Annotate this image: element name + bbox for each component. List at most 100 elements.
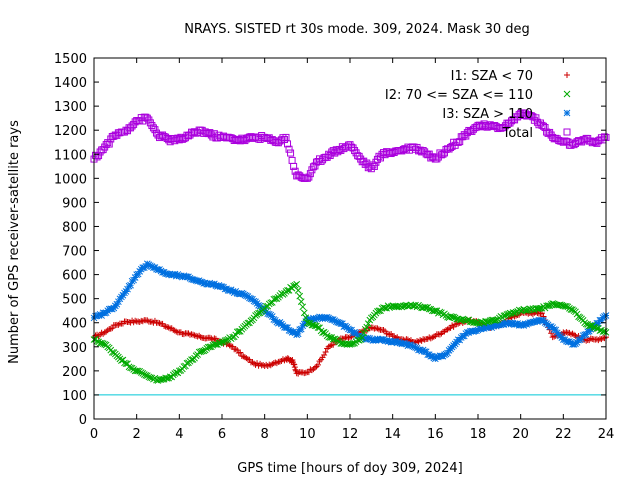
y-tick-label: 900 (62, 196, 87, 211)
data-point-interp (305, 319, 313, 327)
data-point-interp (349, 340, 357, 347)
x-tick-label: 6 (218, 427, 226, 442)
data-point-interp (285, 326, 293, 334)
data-point-interp (255, 301, 262, 309)
y-tick-label: 300 (62, 341, 87, 356)
data-point-interp (246, 294, 253, 302)
data-point-interp (311, 322, 319, 330)
data-point-interp (300, 320, 308, 328)
data-point (421, 303, 429, 311)
data-point (229, 333, 237, 341)
data-point-interp (598, 316, 605, 324)
data-point-interp (148, 318, 155, 325)
data-point-interp (352, 329, 360, 337)
data-point-interp (332, 318, 340, 326)
data-point-interp (130, 276, 137, 284)
series-layer (90, 109, 610, 384)
data-point-interp (93, 312, 101, 320)
data-point-interp (183, 359, 191, 367)
data-point-interp (563, 302, 570, 310)
data-point-interp (264, 310, 272, 318)
data-point-interp (266, 361, 273, 368)
series-i2 (90, 280, 610, 384)
x-tick-label: 10 (299, 427, 316, 442)
data-point-interp (532, 114, 540, 122)
data-point-interp (310, 366, 317, 373)
data-point-interp (425, 305, 433, 313)
data-point-interp (582, 331, 590, 338)
x-axis-label: GPS time [hours of doy 309, 2024] (237, 461, 462, 476)
legend-label: I1: SZA < 70 (451, 69, 533, 84)
data-point-interp (409, 342, 416, 350)
data-point-interp (459, 315, 467, 323)
data-point-interp (107, 325, 114, 332)
data-point-interp (340, 323, 348, 330)
data-point-interp (127, 281, 134, 289)
data-point-interp (524, 320, 532, 327)
data-point-interp (327, 342, 334, 349)
data-point-interp (284, 140, 292, 148)
data-point-interp (364, 320, 372, 327)
y-tick-label: 100 (62, 389, 87, 404)
data-point-interp (238, 289, 246, 297)
data-point-interp (497, 321, 505, 329)
y-axis-label: Number of GPS receiver-satellite rays (7, 120, 22, 364)
data-point-interp (441, 351, 448, 359)
data-point-interp (131, 274, 139, 281)
legend-marker (563, 128, 571, 136)
data-point-interp (297, 298, 305, 306)
data-point-interp (480, 325, 488, 332)
data-point-interp (429, 334, 436, 341)
data-point-interp (191, 276, 198, 284)
legend: I1: SZA < 70 I2: 70 <= SZA <= 110 I3: SZA … (385, 69, 571, 141)
data-point (144, 317, 151, 324)
data-point-interp (563, 337, 570, 345)
data-point-interp (113, 300, 121, 308)
data-point (410, 343, 418, 351)
data-point-interp (284, 324, 291, 331)
data-point-interp (241, 291, 249, 299)
data-point (133, 271, 141, 278)
data-point-interp (326, 334, 334, 341)
y-tick-label: 1300 (54, 100, 87, 115)
data-point-interp (457, 316, 465, 324)
legend-marker (563, 109, 571, 117)
data-point-interp (363, 323, 371, 331)
legend-label: I2: 70 <= SZA <= 110 (385, 88, 533, 103)
data-point-interp (268, 313, 276, 320)
data-point-interp (595, 319, 602, 327)
data-point-interp (348, 326, 355, 334)
data-point-interp (127, 364, 134, 372)
data-point-interp (396, 339, 404, 347)
data-point-interp (288, 156, 296, 164)
data-point-interp (93, 337, 101, 345)
data-point-interp (552, 326, 560, 334)
x-tick-label: 12 (342, 427, 359, 442)
data-point-interp (296, 292, 304, 300)
data-point-interp (505, 310, 512, 318)
data-point-interp (364, 334, 372, 342)
data-point-interp (291, 364, 298, 371)
data-point-interp (578, 335, 585, 343)
y-tick-label: 600 (62, 269, 87, 284)
data-point-interp (543, 302, 550, 310)
data-point-interp (398, 340, 406, 348)
legend-label: I3: SZA > 110 (442, 107, 533, 122)
data-point-interp (180, 272, 188, 280)
data-point-interp (313, 315, 320, 322)
data-point-interp (374, 325, 381, 332)
y-tick-label: 1400 (54, 76, 87, 91)
y-tick-label: 1500 (54, 52, 87, 67)
data-point (453, 338, 461, 346)
data-point-interp (384, 338, 392, 345)
data-point-interp (326, 315, 334, 323)
data-point-interp (424, 335, 431, 342)
data-point (570, 341, 578, 348)
data-point-interp (169, 271, 177, 279)
data-point-interp (370, 162, 378, 170)
data-point-interp (212, 282, 220, 289)
data-point-interp (153, 265, 160, 273)
data-point (315, 361, 321, 368)
y-tick-label: 1200 (54, 124, 87, 139)
data-point-interp (235, 327, 243, 335)
